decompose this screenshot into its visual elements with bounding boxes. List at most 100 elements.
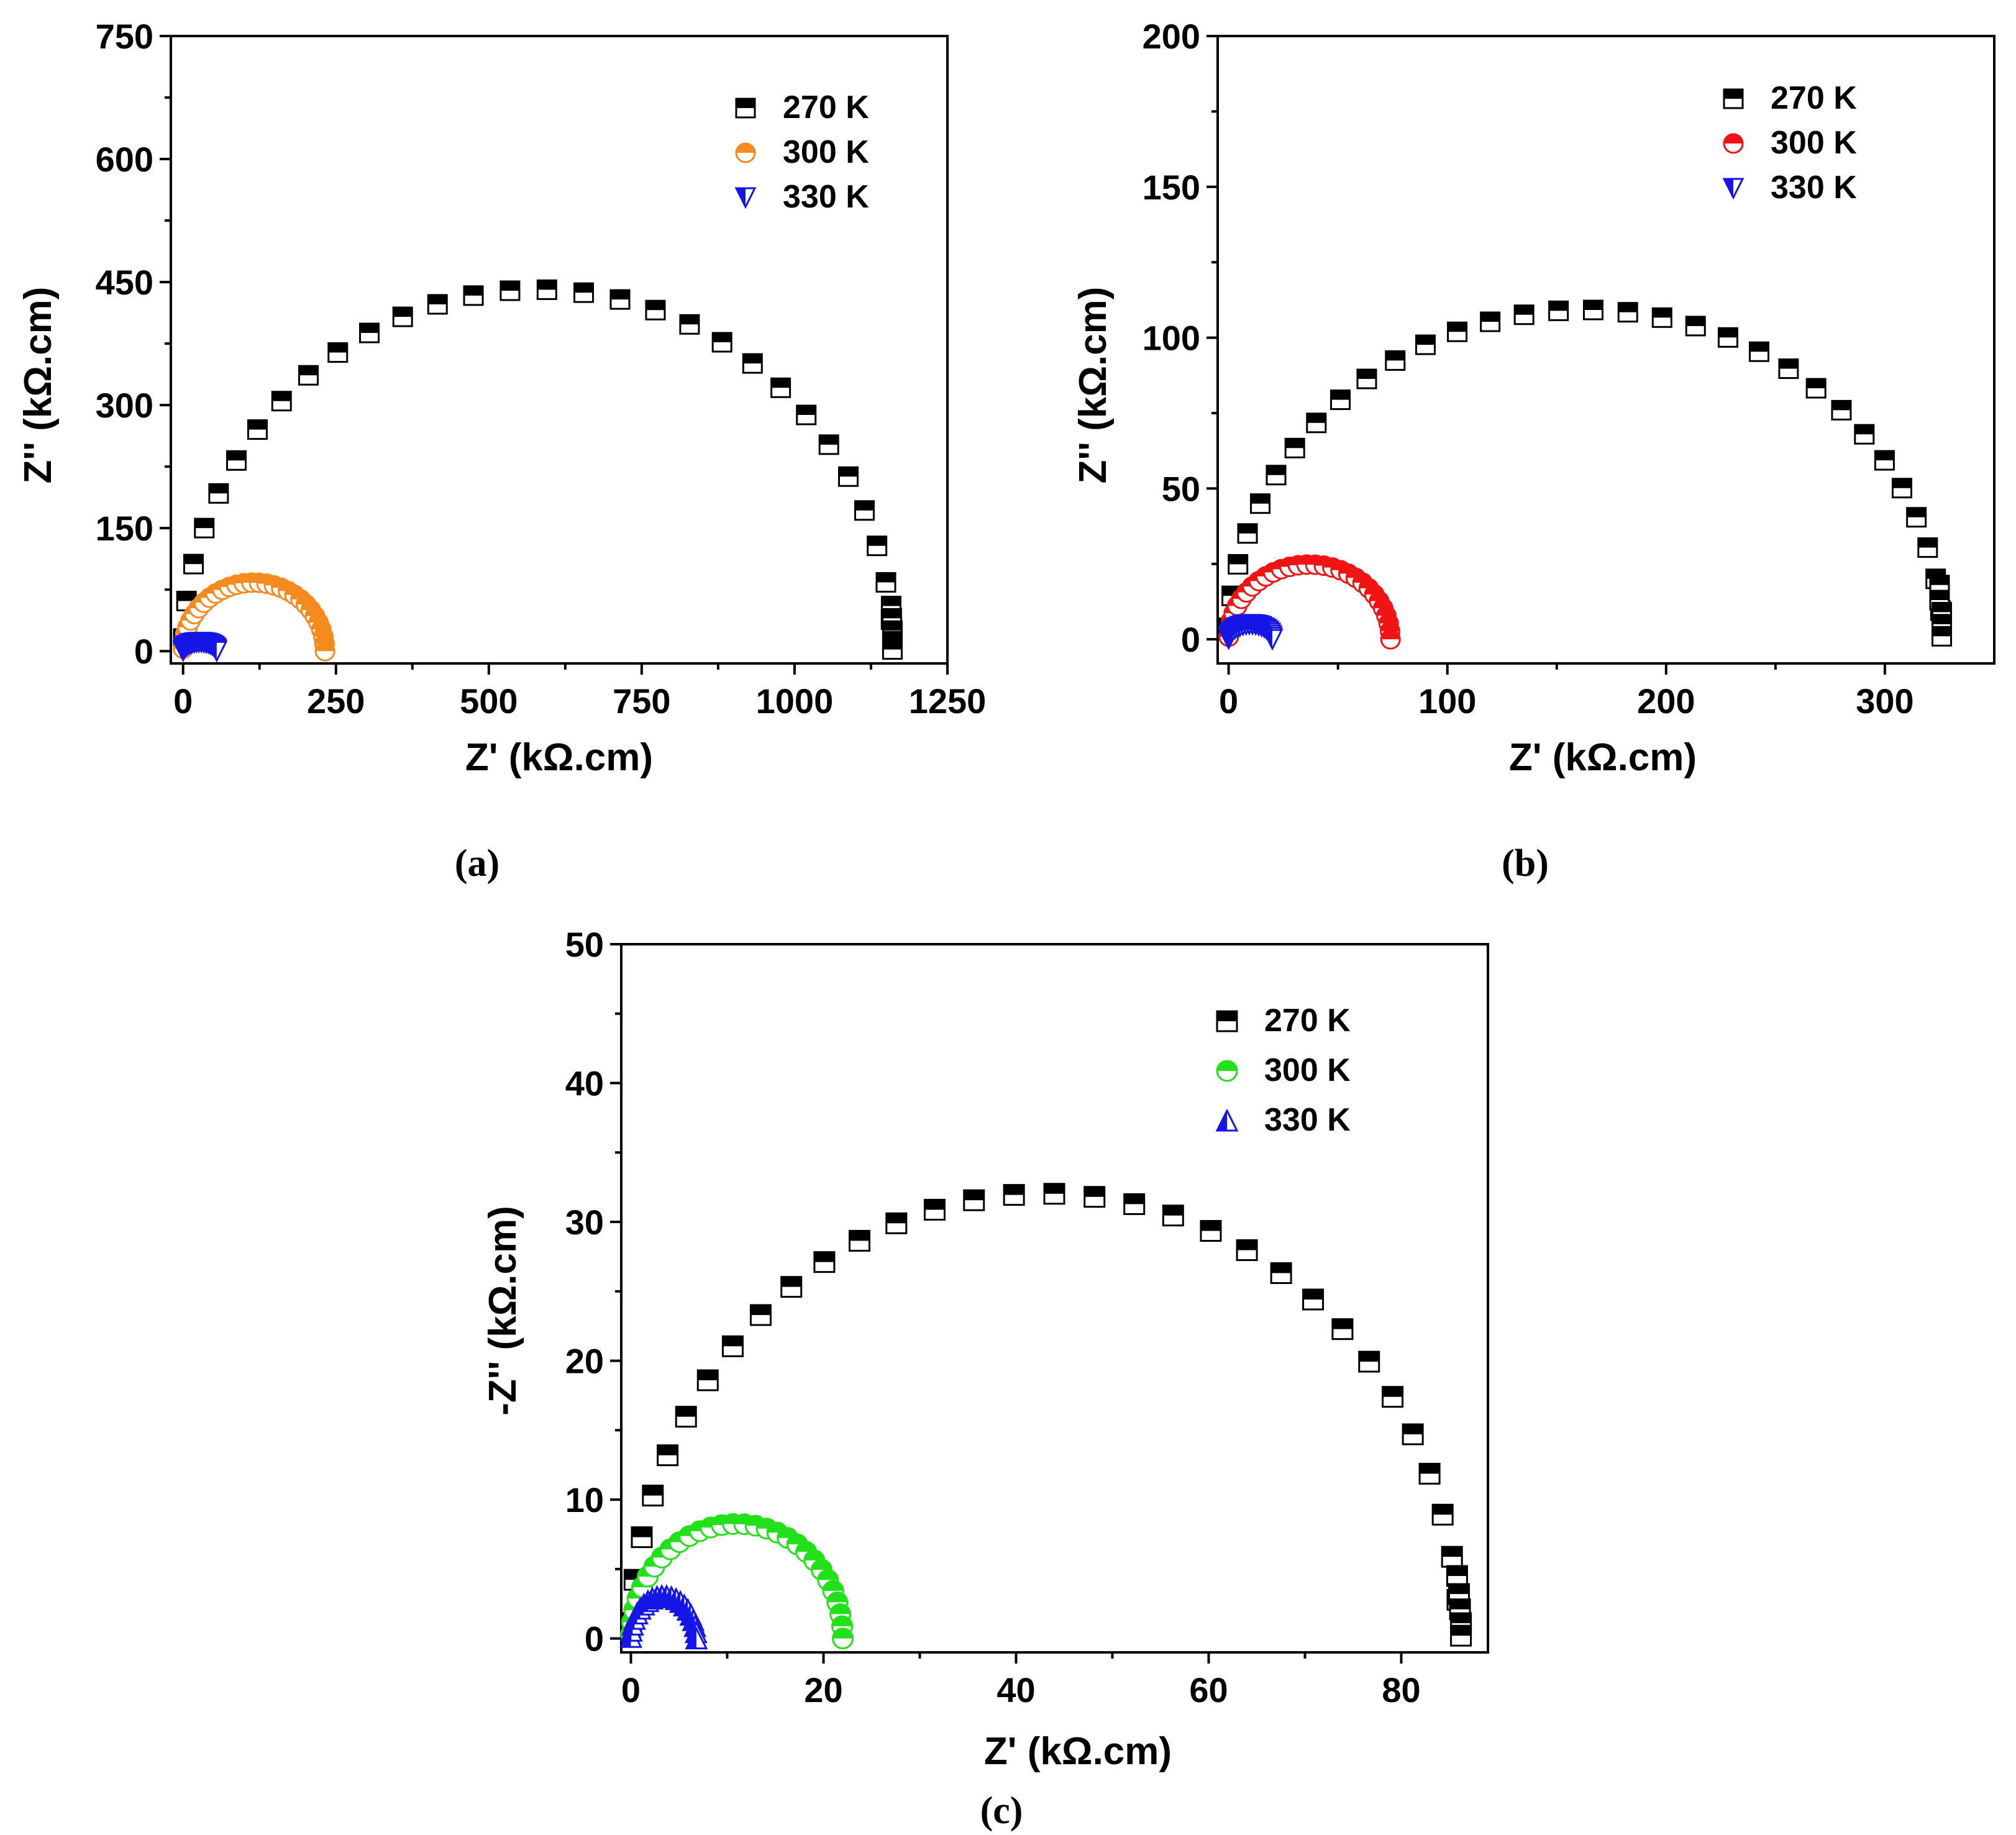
panel-label-c: (c): [980, 1790, 1023, 1832]
data-point: [1906, 507, 1927, 528]
data-point: [1651, 307, 1672, 328]
series-330-k: [619, 1584, 708, 1650]
legend-b: 270 K 300 K 330 K: [1722, 80, 1857, 206]
panel-label-b: (b): [1502, 842, 1549, 885]
series-270-k: [620, 1183, 1472, 1647]
data-point: [963, 1189, 985, 1211]
data-point: [206, 640, 228, 663]
y-tick-label: 300: [96, 386, 153, 425]
x-tick-label: 40: [997, 1670, 1035, 1710]
data-point: [1447, 321, 1468, 342]
data-point: [848, 1229, 870, 1252]
legend-marker: [1722, 178, 1745, 200]
x-tick-label: 60: [1189, 1670, 1228, 1710]
data-point: [675, 1406, 697, 1428]
series-300-k: [620, 1513, 854, 1650]
y-tick-label: 600: [96, 140, 153, 179]
x-tick-label: 1000: [756, 681, 834, 721]
data-point: [854, 500, 875, 521]
y-tick-label: 0: [1181, 620, 1200, 659]
data-point: [1358, 1350, 1380, 1373]
data-point: [499, 280, 521, 301]
data-point: [226, 450, 247, 471]
x-tick-label: 250: [307, 681, 365, 721]
data-point: [1385, 350, 1406, 371]
x-tick-label: 500: [460, 681, 518, 721]
data-point: [822, 1580, 844, 1602]
data-point: [923, 1198, 946, 1221]
data-point: [1748, 341, 1769, 362]
data-point: [573, 282, 595, 303]
y-tick-label: 0: [585, 1619, 604, 1659]
y-axis-title-c: -Z'' (kΩ.cm): [481, 1206, 524, 1416]
data-point: [327, 342, 349, 363]
y-tick-label: 10: [565, 1480, 604, 1519]
data-point: [1931, 626, 1952, 647]
data-point: [1284, 437, 1305, 458]
data-point: [1237, 523, 1258, 544]
data-point: [298, 365, 319, 386]
data-point: [832, 1628, 854, 1650]
legend-marker: [735, 142, 756, 163]
data-point: [742, 353, 763, 374]
legend-label: 330 K: [1264, 1102, 1351, 1138]
x-tick-label: 0: [1219, 681, 1238, 721]
data-point: [885, 1212, 908, 1234]
data-point: [838, 466, 859, 487]
y-tick-label: 0: [134, 632, 153, 671]
data-point: [183, 553, 204, 575]
data-point: [1083, 1186, 1106, 1208]
data-point: [631, 1526, 653, 1549]
ticks-b: 0 100 200 300 0 50 100 150 200: [1143, 17, 1914, 721]
data-point: [1250, 493, 1271, 514]
marks-a: [172, 279, 903, 663]
data-point: [427, 294, 448, 315]
data-point: [657, 1444, 679, 1467]
y-tick-label: 150: [1143, 168, 1200, 207]
x-tick-label: 1250: [909, 681, 987, 721]
data-point: [882, 639, 903, 660]
data-point: [1331, 1318, 1354, 1341]
data-point: [867, 535, 888, 557]
data-point: [875, 571, 896, 593]
legend-label: 330 K: [1771, 170, 1857, 206]
x-tick-label: 20: [804, 1670, 842, 1710]
data-point: [314, 640, 335, 662]
data-point: [1228, 553, 1249, 575]
plot-frame-b: [1216, 35, 1995, 665]
y-tick-label: 750: [96, 17, 153, 56]
data-point: [1415, 334, 1436, 355]
ticks-a: 0 250 500 750 1000 1250 0 150 300 450 600 750: [96, 17, 987, 721]
x-axis-title-b: Z' (kΩ.cm): [1509, 736, 1697, 779]
data-point: [1356, 368, 1377, 389]
x-tick-label: 200: [1637, 681, 1695, 721]
panel-c: 0 20 40 60 80 0 10 20 30 40 50 270 K 300 K 330 K Z' …: [481, 925, 1489, 1832]
data-point: [359, 322, 380, 344]
data-point: [1441, 1546, 1463, 1568]
x-tick-label: 0: [173, 681, 193, 721]
y-tick-label: 200: [1143, 17, 1200, 56]
data-point: [1236, 1239, 1258, 1262]
x-tick-label: 0: [621, 1670, 641, 1710]
data-point: [247, 419, 268, 440]
data-point: [1266, 465, 1287, 486]
legend-marker: [1723, 88, 1744, 109]
legend-c: 270 K 300 K 330 K: [1215, 1003, 1351, 1138]
data-point: [463, 285, 484, 306]
data-point: [1402, 1423, 1424, 1446]
legend-label: 270 K: [783, 89, 869, 125]
y-axis-title-a: Z'' (kΩ.cm): [17, 287, 60, 484]
data-point: [780, 1276, 803, 1298]
data-point: [194, 517, 215, 539]
data-point: [1891, 478, 1912, 499]
series-270-k: [1218, 299, 1952, 647]
series-330-k: [172, 632, 228, 663]
x-tick-label: 80: [1382, 1670, 1420, 1710]
data-point: [1446, 1565, 1468, 1587]
legend-label: 270 K: [1771, 80, 1857, 116]
data-point: [721, 1335, 744, 1357]
data-point: [1805, 378, 1827, 399]
legend-label: 300 K: [1771, 125, 1857, 161]
data-point: [1380, 629, 1401, 650]
y-tick-label: 40: [565, 1064, 604, 1103]
